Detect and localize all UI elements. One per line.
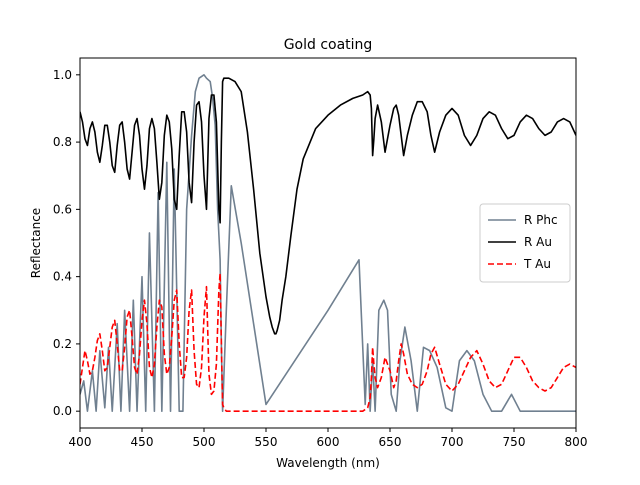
x-tick-label: 800 (565, 435, 588, 449)
chart-title: Gold coating (284, 37, 373, 53)
y-tick-label: 0.0 (53, 404, 72, 418)
x-tick-label: 400 (69, 435, 92, 449)
x-axis-label: Wavelength (nm) (276, 456, 380, 470)
x-tick-label: 700 (441, 435, 464, 449)
series-layer (80, 74, 576, 412)
series-line-r-phc (80, 74, 576, 412)
x-tick-label: 500 (193, 435, 216, 449)
legend-label-r-au: R Au (524, 235, 552, 249)
y-axis-label: Reflectance (29, 208, 43, 278)
x-tick-label: 600 (317, 435, 340, 449)
y-tick-label: 0.6 (53, 202, 72, 216)
legend: R Phc R Au T Au (479, 203, 571, 283)
y-tick-label: 0.8 (53, 135, 72, 149)
x-tick-label: 650 (379, 435, 402, 449)
x-tick-label: 550 (255, 435, 278, 449)
y-tick-label: 1.0 (53, 68, 72, 82)
x-axis-ticks: 400 450 500 550 600 650 700 750 800 (69, 428, 588, 449)
y-axis-ticks: 0.0 0.2 0.4 0.6 0.8 1.0 (53, 68, 80, 418)
legend-box (479, 203, 571, 283)
series-line-t-au (80, 272, 576, 412)
series-line-r-au (80, 77, 576, 335)
x-tick-label: 450 (131, 435, 154, 449)
legend-label-r-phc: R Phc (524, 213, 558, 227)
y-tick-label: 0.4 (53, 270, 72, 284)
legend-label-t-au: T Au (523, 257, 551, 271)
y-tick-label: 0.2 (53, 337, 72, 351)
x-tick-label: 750 (503, 435, 526, 449)
